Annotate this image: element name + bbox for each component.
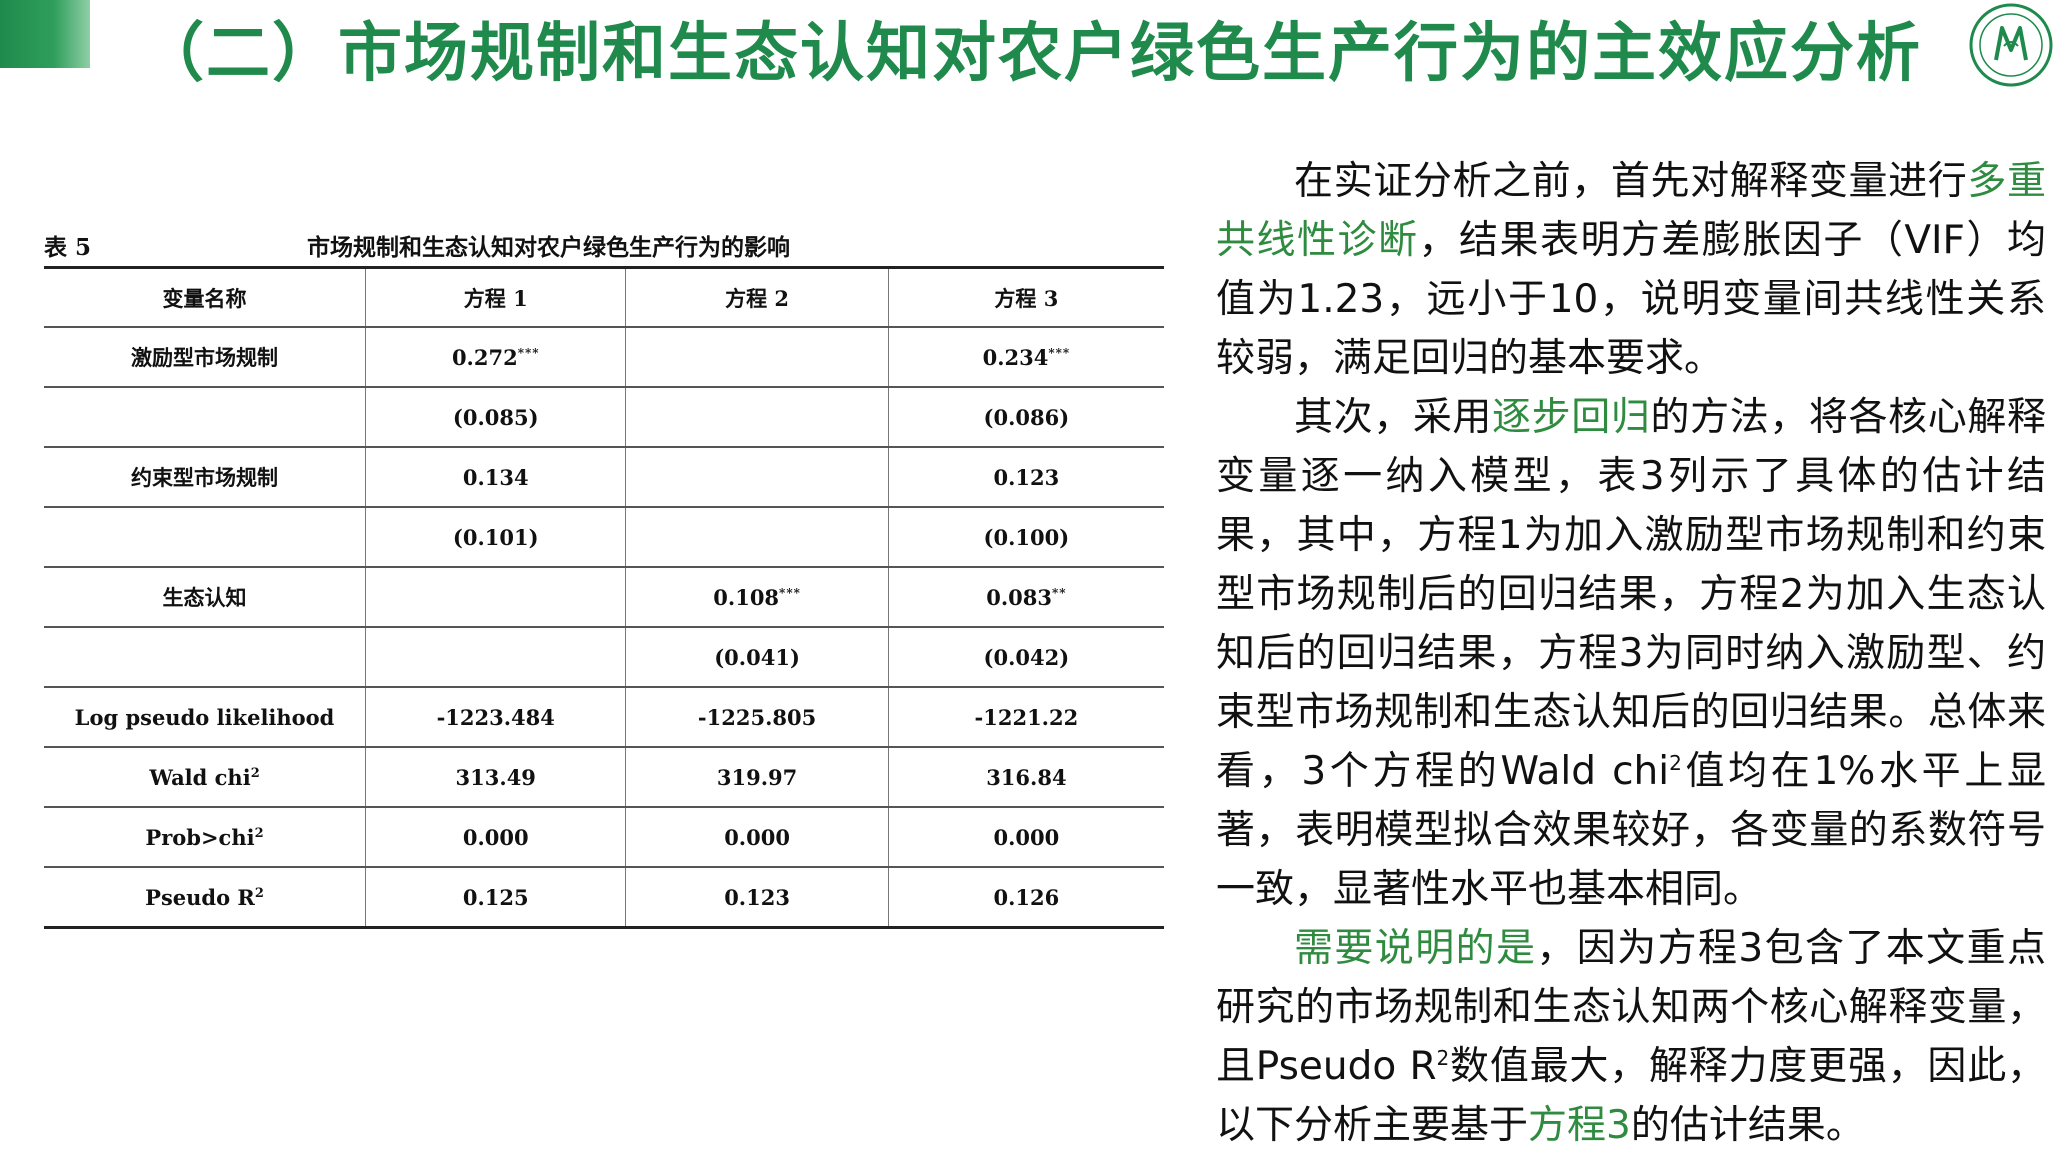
- table-cell: [625, 446, 889, 508]
- table-cell: 0.000: [887, 806, 1164, 868]
- header-eq1: 方程 1: [365, 266, 627, 328]
- table-cell: 313.49: [365, 746, 627, 808]
- highlight-note: 需要说明的是: [1294, 926, 1537, 971]
- highlight-eq3: 方程3: [1528, 1103, 1631, 1148]
- table-row: 激励型市场规制 0.272*** 0.234***: [44, 326, 1164, 388]
- row-label: [44, 626, 367, 688]
- table-cell: 0.000: [365, 806, 627, 868]
- row-label: [44, 506, 367, 568]
- table-cell: 0.108***: [625, 566, 889, 628]
- table-row: Log pseudo likelihood -1223.484 -1225.80…: [44, 686, 1164, 748]
- table-cell: (0.085): [365, 386, 627, 448]
- paragraph-stepwise: 其次，采用逐步回归的方法，将各核心解释变量逐一纳入模型，表3列示了具体的估计结果…: [1216, 395, 2046, 912]
- row-label: 约束型市场规制: [44, 446, 367, 508]
- row-label: 激励型市场规制: [44, 326, 367, 388]
- header-variable: 变量名称: [44, 266, 367, 328]
- table-cell: 0.234***: [887, 326, 1164, 388]
- paragraph-vif: 在实证分析之前，首先对解释变量进行多重共线性诊断，结果表明方差膨胀因子（VIF）…: [1216, 159, 2046, 381]
- results-table: 变量名称 方程 1 方程 2 方程 3 激励型市场规制 0.272*** 0.2…: [44, 266, 1164, 929]
- highlight-multicollinearity: 多重共线性诊断: [1216, 159, 2046, 263]
- header-eq3: 方程 3: [887, 266, 1164, 328]
- table-row: (0.101) (0.100): [44, 506, 1164, 568]
- table-cell: 0.123: [625, 866, 889, 929]
- table-cell: (0.100): [887, 506, 1164, 568]
- table-header-row: 变量名称 方程 1 方程 2 方程 3: [44, 266, 1164, 328]
- table-cell: 0.126: [887, 866, 1164, 929]
- table-cell: -1223.484: [365, 686, 627, 748]
- row-label: Log pseudo likelihood: [44, 686, 367, 748]
- university-logo-icon: [1969, 3, 2053, 87]
- header-accent-bar: [0, 0, 90, 68]
- table-cell: -1225.805: [625, 686, 889, 748]
- table-row: Wald chi2 313.49 319.97 316.84: [44, 746, 1164, 808]
- table-cell: (0.042): [887, 626, 1164, 688]
- table-row: Pseudo R2 0.125 0.123 0.126: [44, 866, 1164, 929]
- row-label: Pseudo R2: [44, 866, 367, 929]
- row-label: 生态认知: [44, 566, 367, 628]
- table-row: (0.041) (0.042): [44, 626, 1164, 688]
- table-cell: 316.84: [887, 746, 1164, 808]
- table-cell: 0.134: [365, 446, 627, 508]
- table-cell: 319.97: [625, 746, 889, 808]
- table-cell: [625, 326, 889, 388]
- table-cell: 0.000: [625, 806, 889, 868]
- table-caption: 表 5 市场规制和生态认知对农户绿色生产行为的影响: [44, 226, 1164, 266]
- table-cell: 0.125: [365, 866, 627, 929]
- table-cell: 0.083**: [887, 566, 1164, 628]
- table-cell: (0.101): [365, 506, 627, 568]
- table-title: 市场规制和生态认知对农户绿色生产行为的影响: [307, 234, 790, 261]
- row-label: Wald chi2: [44, 746, 367, 808]
- table-row: Prob>chi2 0.000 0.000 0.000: [44, 806, 1164, 868]
- table-cell: (0.041): [625, 626, 889, 688]
- table-cell: [625, 386, 889, 448]
- table-row: (0.085) (0.086): [44, 386, 1164, 448]
- table-cell: (0.086): [887, 386, 1164, 448]
- table-row: 约束型市场规制 0.134 0.123: [44, 446, 1164, 508]
- table-cell: [365, 626, 627, 688]
- table-row: 生态认知 0.108*** 0.083**: [44, 566, 1164, 628]
- table-cell: [625, 506, 889, 568]
- table-cell: 0.272***: [365, 326, 627, 388]
- table-cell: [365, 566, 627, 628]
- row-label: [44, 386, 367, 448]
- highlight-stepwise: 逐步回归: [1492, 395, 1651, 440]
- slide-title: （二）市场规制和生态认知对农户绿色生产行为的主效应分析: [140, 17, 1922, 91]
- paragraph-note: 需要说明的是，因为方程3包含了本文重点研究的市场规制和生态认知两个核心解释变量，…: [1216, 926, 2046, 1148]
- table-cell: 0.123: [887, 446, 1164, 508]
- row-label: Prob>chi2: [44, 806, 367, 868]
- table-cell: -1221.22: [887, 686, 1164, 748]
- analysis-text: 在实证分析之前，首先对解释变量进行多重共线性诊断，结果表明方差膨胀因子（VIF）…: [1216, 152, 2046, 1155]
- header-eq2: 方程 2: [625, 266, 889, 328]
- table-number: 表 5: [44, 234, 92, 261]
